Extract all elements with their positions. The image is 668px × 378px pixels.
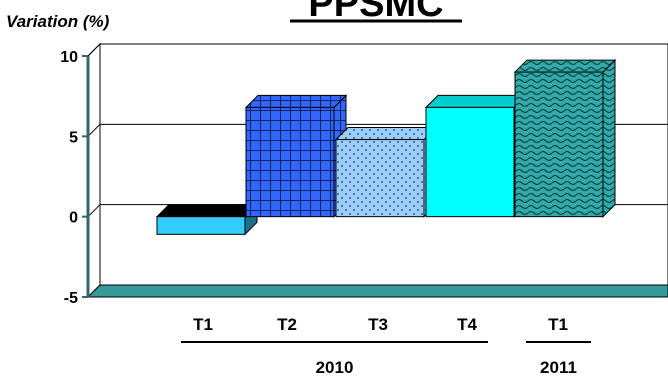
x-tick-label: T1 — [193, 315, 213, 334]
bar — [513, 58, 617, 218]
group-label: 2010 — [316, 358, 354, 377]
bar — [244, 94, 348, 218]
chart-floor — [86, 284, 668, 298]
y-ticks: 10 5 0 -5 — [60, 49, 88, 307]
bar-front-face — [335, 139, 425, 218]
y-tick-label: 0 — [69, 210, 78, 227]
bar — [334, 126, 438, 218]
group-label: 2011 — [540, 358, 577, 377]
bar-top-face — [334, 127, 438, 141]
bar — [155, 203, 259, 236]
gridline-connector — [87, 204, 101, 218]
x-tick-label: T1 — [548, 315, 568, 334]
title-background — [290, 0, 462, 20]
bar-top-face — [513, 59, 617, 73]
x-tick-label: T4 — [457, 315, 477, 334]
bar-top-face — [424, 94, 528, 108]
bars — [155, 58, 617, 236]
bar-front-face — [245, 106, 335, 218]
bar-front-face — [156, 216, 246, 235]
bar-top-face — [244, 94, 348, 108]
gridline-connector — [87, 43, 101, 57]
x-tick-label: T3 — [368, 315, 388, 334]
y-axis-label: Variation (%) — [6, 12, 110, 31]
y-tick-label: 10 — [60, 49, 78, 66]
bar-front-face — [425, 106, 515, 218]
bar-top-face — [155, 204, 259, 218]
bar-side-face — [602, 58, 616, 218]
x-labels: T1 T2 T3 T4 T1 2010 2011 — [181, 315, 591, 377]
y-tick-label: -5 — [64, 290, 78, 307]
gridline-connector — [87, 123, 101, 137]
bar-front-face — [514, 71, 604, 218]
y-tick-label: 5 — [69, 129, 78, 146]
chart-side-wall — [87, 42, 101, 299]
bar — [424, 94, 528, 218]
x-tick-label: T2 — [277, 315, 297, 334]
